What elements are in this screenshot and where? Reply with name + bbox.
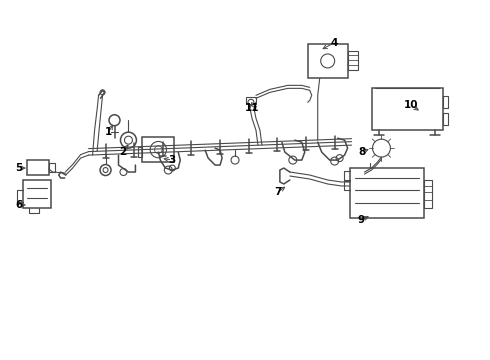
Text: 8: 8 bbox=[358, 147, 365, 157]
Text: 4: 4 bbox=[331, 37, 338, 48]
Text: 9: 9 bbox=[358, 215, 365, 225]
Text: 5: 5 bbox=[15, 163, 23, 173]
Bar bbox=[349, 168, 424, 218]
Text: 10: 10 bbox=[404, 100, 418, 110]
Bar bbox=[443, 113, 448, 125]
Bar bbox=[23, 180, 51, 208]
Bar bbox=[443, 96, 448, 108]
Bar bbox=[424, 180, 432, 208]
Text: 7: 7 bbox=[274, 187, 282, 197]
Text: 2: 2 bbox=[119, 147, 126, 157]
Text: 1: 1 bbox=[105, 127, 112, 137]
Bar bbox=[49, 163, 55, 172]
Bar bbox=[27, 160, 49, 175]
Text: 3: 3 bbox=[169, 155, 176, 165]
Text: 11: 11 bbox=[245, 103, 259, 113]
Bar bbox=[246, 97, 256, 104]
Bar bbox=[138, 147, 143, 157]
Text: 6: 6 bbox=[15, 200, 23, 210]
Bar bbox=[347, 50, 358, 71]
Bar bbox=[308, 44, 347, 78]
Bar bbox=[371, 88, 443, 130]
Bar bbox=[143, 137, 174, 162]
